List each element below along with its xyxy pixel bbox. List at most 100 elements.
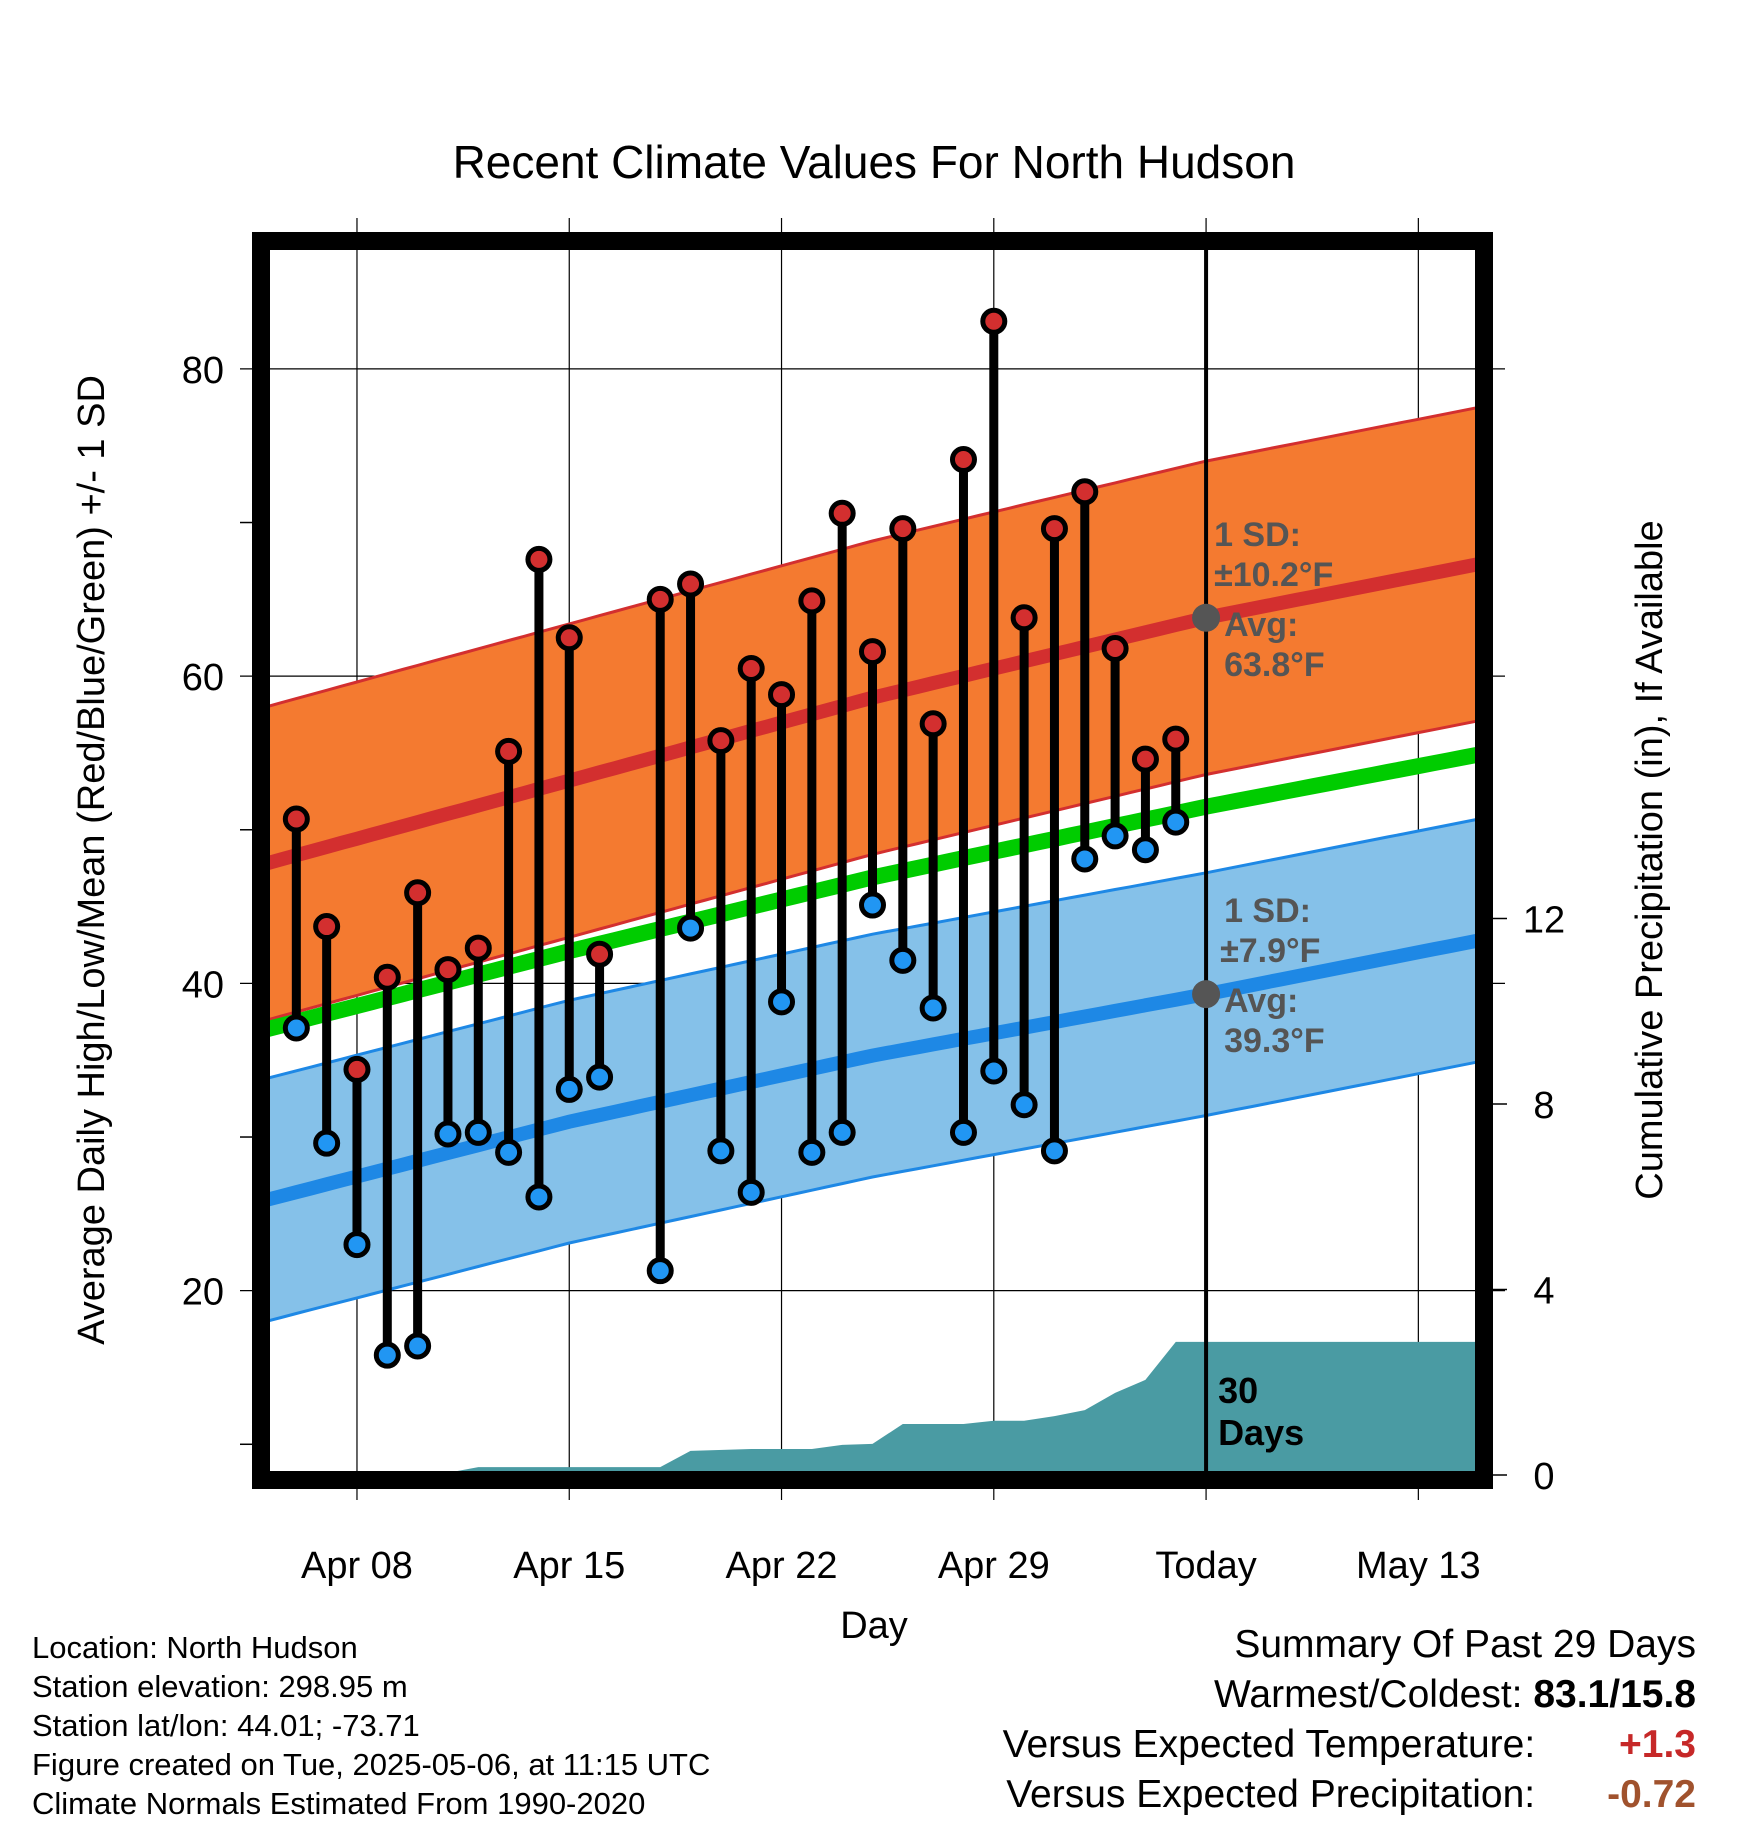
- daily-low-point: [495, 1138, 523, 1166]
- daily-high-point: [677, 570, 705, 598]
- daily-low-point: [1101, 822, 1129, 850]
- daily-high-point: [1071, 478, 1099, 506]
- low-avg-label: Avg:: [1224, 982, 1298, 1020]
- summary-warm-row: Warmest/Coldest: 83.1/15.8: [1003, 1670, 1696, 1720]
- daily-low-point: [555, 1075, 583, 1103]
- daily-low-point: [1010, 1091, 1038, 1119]
- x-axis-title: Day: [840, 1605, 908, 1647]
- low-sd-upper-edge: [265, 817, 1480, 1081]
- daily-low-point: [1162, 808, 1190, 836]
- today-low-avg-marker: [1192, 980, 1221, 1009]
- x-tick-label: Apr 15: [513, 1545, 625, 1587]
- y-tick-label: 80: [182, 350, 224, 392]
- daily-low-point: [737, 1178, 765, 1206]
- temp-value: +1.3: [1619, 1723, 1696, 1766]
- daily-low-point: [1040, 1137, 1068, 1165]
- daily-low-point: [404, 1332, 432, 1360]
- daily-high-point: [282, 805, 310, 833]
- normal-low-line: [264, 933, 1481, 1207]
- latlon-text: Station lat/lon: 44.01; -73.71: [32, 1708, 420, 1743]
- axes: Recent Climate Values For North Hudson Ap…: [71, 136, 1671, 1647]
- daily-low-point: [464, 1118, 492, 1146]
- daily-high-point: [464, 934, 492, 962]
- daily-high-point: [828, 499, 856, 527]
- daily-high-point: [949, 446, 977, 474]
- daily-low-point: [889, 946, 917, 974]
- daily-stems: [291, 321, 1181, 1356]
- cumulative-precip-area: [266, 1341, 1479, 1475]
- daily-low-point: [859, 891, 886, 919]
- low-sd-lower-edge: [265, 1060, 1480, 1323]
- daily-high-point: [343, 1055, 371, 1083]
- daily-high-point: [434, 956, 462, 984]
- daily-high-point: [586, 940, 614, 968]
- x-tick-label: May 13: [1356, 1545, 1481, 1587]
- precip-value: -0.72: [1607, 1773, 1696, 1816]
- y2-axis-title: Cumulative Precipitation (in), If Availa…: [1629, 520, 1671, 1199]
- x-tick-label: Apr 29: [938, 1545, 1050, 1587]
- station-info: Location: North Hudson Station elevation…: [32, 1628, 710, 1823]
- daily-high-point: [919, 710, 947, 738]
- today-high-avg-marker: [1192, 603, 1221, 632]
- low-sd-band: [266, 819, 1479, 1322]
- daily-high-point: [1131, 745, 1159, 773]
- daily-low-point: [313, 1129, 341, 1157]
- y-tick-label: 60: [182, 657, 224, 699]
- x-tick-label: Apr 22: [726, 1545, 838, 1587]
- daily-high-point: [525, 545, 553, 573]
- daily-low-point: [586, 1063, 614, 1091]
- y-tick-label: 20: [182, 1272, 224, 1314]
- summary-panel: Summary Of Past 29 Days Warmest/Coldest:…: [1003, 1620, 1696, 1820]
- daily-low-point: [434, 1120, 462, 1148]
- created-text: Figure created on Tue, 2025-05-06, at 11…: [32, 1747, 711, 1782]
- location-text: Location: North Hudson: [32, 1630, 358, 1665]
- daily-low-point: [828, 1118, 856, 1146]
- daily-low-point: [949, 1118, 977, 1146]
- daily-low-point: [1131, 836, 1159, 864]
- daily-high-point: [737, 654, 765, 682]
- daily-high-point: [555, 624, 583, 652]
- normals-text: Climate Normals Estimated From 1990-2020: [32, 1786, 646, 1821]
- warm-value: 83.1/15.8: [1533, 1673, 1696, 1716]
- y2-tick-label: 8: [1533, 1085, 1554, 1127]
- low-avg-value: 39.3°F: [1224, 1022, 1325, 1060]
- daily-high-point: [495, 737, 523, 765]
- warm-label: Warmest/Coldest:: [1214, 1673, 1523, 1716]
- high-sd-label: 1 SD:: [1214, 516, 1301, 554]
- days-count: 30: [1218, 1370, 1258, 1411]
- daily-low-point: [677, 914, 705, 942]
- daily-low-point: [980, 1057, 1008, 1085]
- temp-label: Versus Expected Temperature:: [1002, 1723, 1536, 1766]
- high-avg-value: 63.8°F: [1224, 646, 1325, 684]
- daily-high-point: [980, 307, 1008, 335]
- daily-low-point: [707, 1137, 735, 1165]
- low-sd-label: 1 SD:: [1224, 892, 1311, 930]
- daily-high-point: [646, 585, 674, 613]
- daily-low-point: [798, 1138, 826, 1166]
- plot-frame: [252, 232, 1493, 1489]
- daily-dots: [282, 307, 1190, 1369]
- y2-tick-label: 0: [1533, 1456, 1554, 1498]
- y-axis-title: Average Daily High/Low/Mean (Red/Blue/Gr…: [71, 375, 113, 1345]
- summary-title: Summary Of Past 29 Days: [1234, 1623, 1696, 1666]
- daily-low-point: [646, 1257, 674, 1285]
- daily-high-point: [1162, 725, 1190, 753]
- plot-border: [252, 232, 1493, 1489]
- daily-low-point: [1071, 845, 1099, 873]
- y2-tick-label: 12: [1523, 899, 1565, 941]
- daily-high-point: [373, 963, 401, 991]
- precipitation-area: [266, 1341, 1479, 1475]
- daily-high-point: [707, 727, 735, 755]
- elevation-text: Station elevation: 298.95 m: [32, 1669, 408, 1704]
- high-avg-label: Avg:: [1224, 606, 1298, 644]
- days-label: Days: [1218, 1412, 1304, 1453]
- daily-low-point: [525, 1183, 553, 1211]
- daily-high-point: [404, 879, 432, 907]
- daily-low-point: [919, 994, 947, 1022]
- x-tick-label: Today: [1155, 1545, 1256, 1587]
- daily-high-point: [313, 913, 341, 941]
- high-sd-upper-edge: [265, 405, 1480, 709]
- daily-high-point: [1101, 634, 1129, 662]
